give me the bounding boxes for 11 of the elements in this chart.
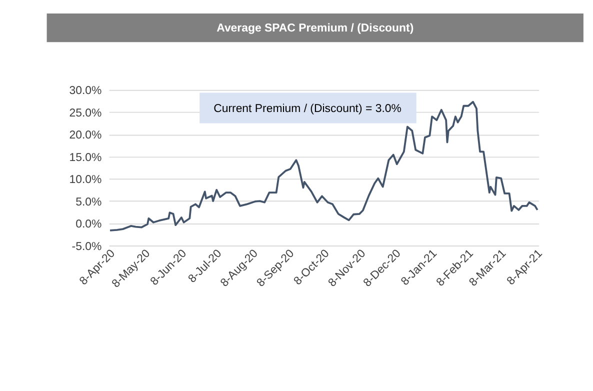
chart-title: Average SPAC Premium / (Discount)	[216, 22, 414, 35]
y-tick-label: 0.0%	[76, 218, 102, 231]
y-tick-label: 20.0%	[69, 130, 102, 142]
line-series	[109, 100, 538, 232]
y-tick-label: -5.0%	[72, 240, 102, 253]
y-tick-label: 25.0%	[69, 107, 102, 120]
y-tick-label: 5.0%	[76, 196, 102, 208]
y-tick-label: 15.0%	[69, 152, 102, 164]
annotation: Current Premium / (Discount) = 3.0%	[214, 102, 402, 115]
y-tick-label: 10.0%	[69, 174, 102, 186]
y-tick-label: 30.0%	[69, 85, 102, 98]
